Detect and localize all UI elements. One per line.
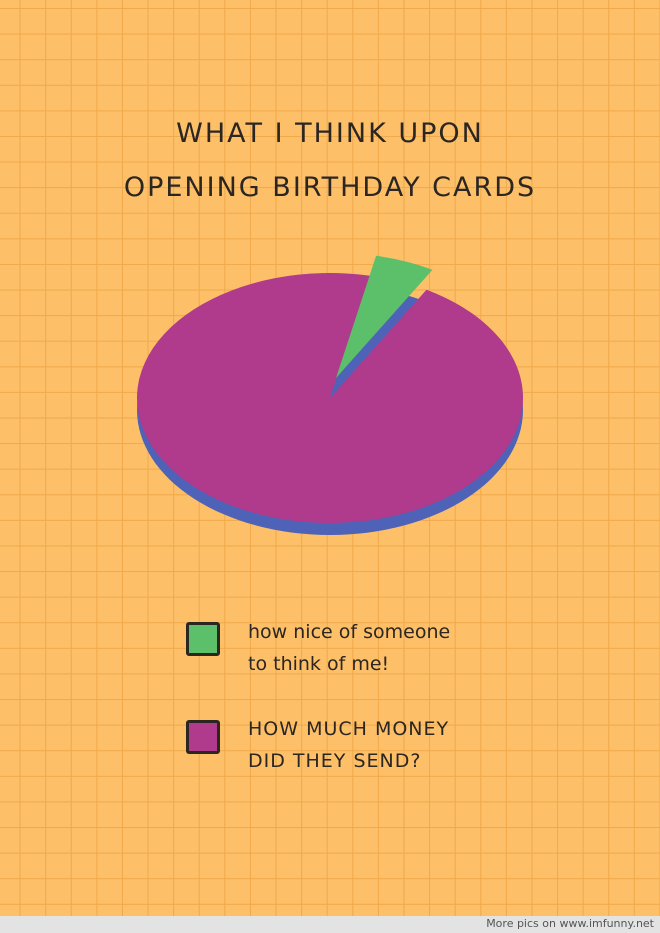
legend-swatch-nice bbox=[186, 622, 220, 656]
pie-slice-nice bbox=[336, 255, 433, 378]
footer-credit: More pics on www.imfunny.net bbox=[486, 917, 654, 930]
pie-slice-money bbox=[136, 273, 523, 523]
legend-label-money-line-2: DID THEY SEND? bbox=[248, 750, 422, 772]
legend-label-nice: how nice of someone to think of me! bbox=[248, 616, 450, 680]
legend-label-nice-line-2: to think of me! bbox=[248, 653, 390, 675]
chart-title-line-2: OPENING BIRTHDAY CARDS bbox=[123, 172, 537, 203]
footer-bar: More pics on www.imfunny.net bbox=[0, 916, 660, 933]
chart-title-line-1: WHAT I THINK UPON bbox=[176, 118, 484, 149]
legend-label-money: HOW MUCH MONEY DID THEY SEND? bbox=[248, 713, 449, 777]
legend-label-money-line-1: HOW MUCH MONEY bbox=[248, 718, 450, 740]
legend-swatch-money bbox=[186, 720, 220, 754]
legend-label-nice-line-1: how nice of someone bbox=[248, 621, 451, 643]
